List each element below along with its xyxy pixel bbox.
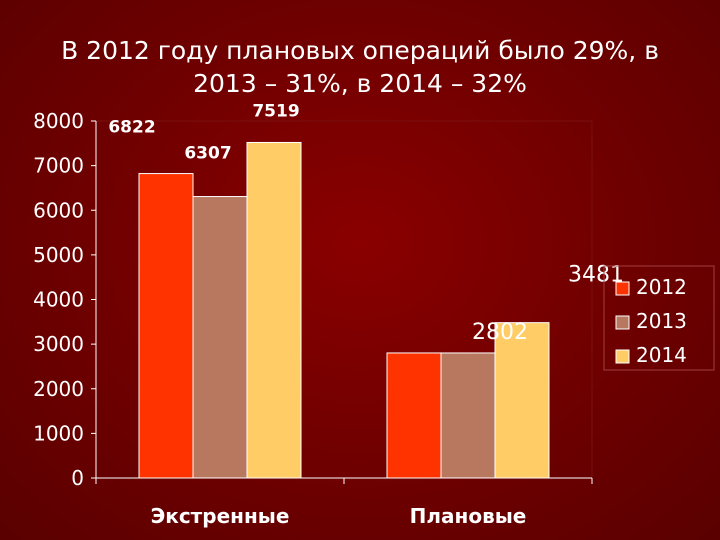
legend-swatch-2012 (615, 281, 630, 296)
bar-ekstrennye-2013 (192, 196, 248, 479)
bar-planovye-2012 (386, 352, 442, 479)
bar-planovye-2013 (440, 352, 496, 479)
y-tick-label: 4000 (33, 288, 84, 312)
legend-label-2014: 2014 (636, 343, 687, 367)
data-label: 6822 (108, 118, 155, 138)
data-label: 6307 (184, 144, 231, 164)
bar-ekstrennye-2014 (246, 141, 302, 479)
bar-ekstrennye-2012 (138, 173, 194, 479)
x-category-label: Экстренные (151, 504, 290, 528)
legend-box (603, 265, 715, 371)
y-tick-label: 2000 (33, 377, 84, 401)
data-label: 7519 (252, 101, 299, 121)
y-tick-label: 3000 (33, 332, 84, 356)
y-tick-label: 1000 (33, 421, 84, 445)
y-tick-label: 5000 (33, 243, 84, 267)
chart-title-line-2: 2013 – 31%, в 2014 – 32% (193, 69, 527, 98)
y-tick-label: 7000 (33, 154, 84, 178)
legend-label-2013: 2013 (636, 309, 687, 333)
data-label: 3481 (568, 263, 624, 288)
y-tick-label: 6000 (33, 198, 84, 222)
legend-swatch-2013 (615, 315, 630, 330)
bar-planovye-2014 (494, 322, 550, 479)
data-label: 2802 (472, 320, 528, 345)
legend-label-2012: 2012 (636, 275, 687, 299)
y-tick-label: 8000 (33, 109, 84, 133)
y-tick-label: 0 (71, 466, 84, 490)
chart-title: В 2012 году плановых операций было 29%, … (0, 34, 720, 100)
legend-swatch-2014 (615, 349, 630, 364)
chart-title-line-1: В 2012 году плановых операций было 29%, … (61, 36, 659, 65)
x-category-label: Плановые (410, 504, 527, 528)
